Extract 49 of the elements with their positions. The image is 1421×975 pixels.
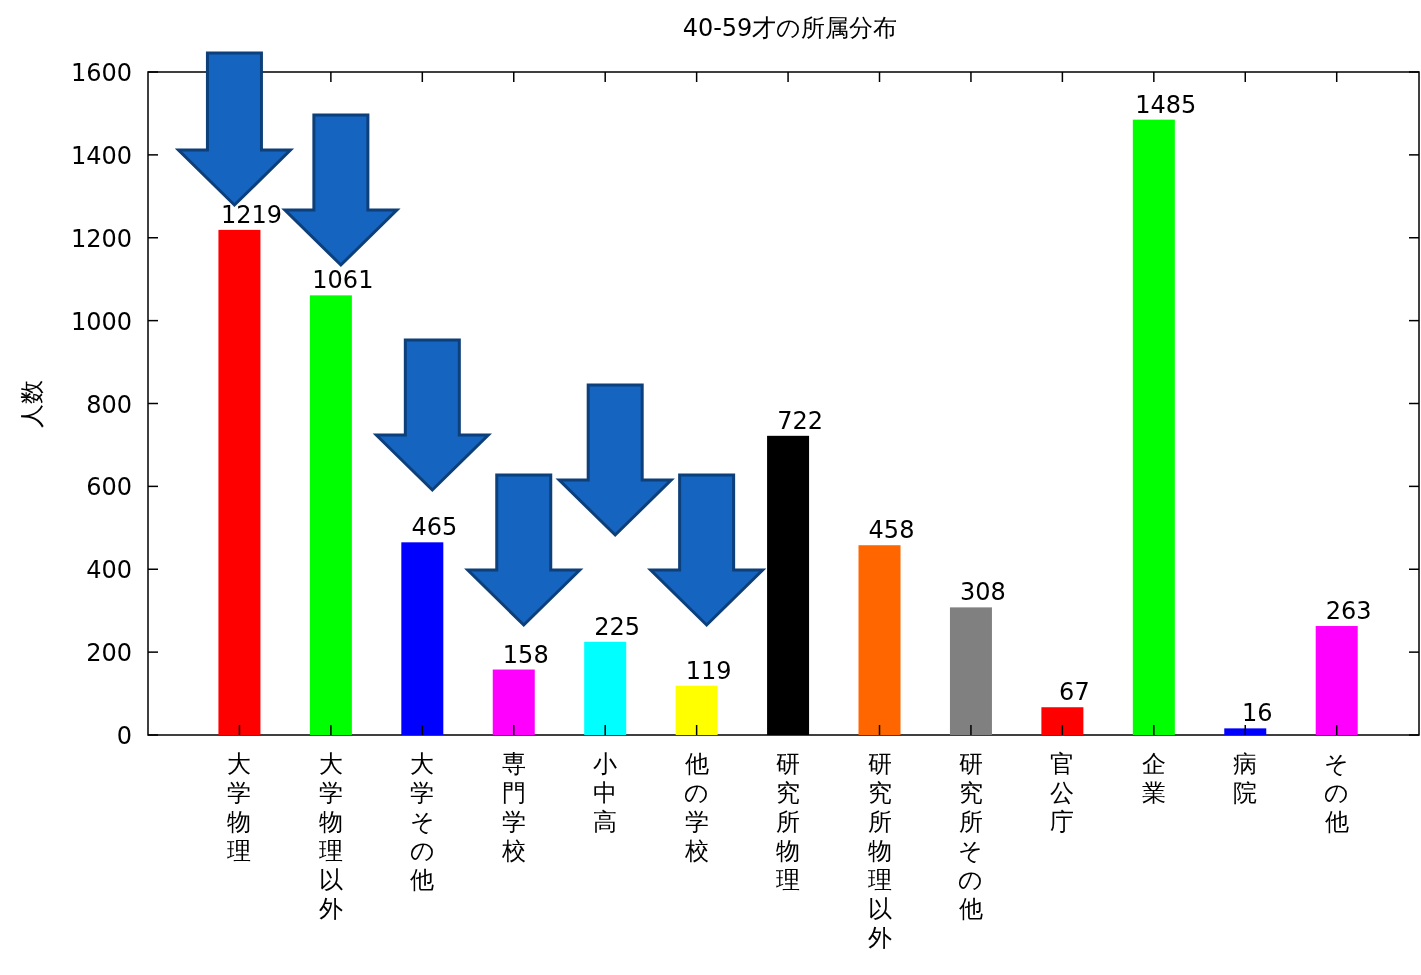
data-label: 16 bbox=[1241, 699, 1273, 728]
bar bbox=[675, 685, 718, 735]
x-tick-label: 研究所物理以外 bbox=[867, 750, 892, 952]
x-tick-label: 大学物理以外 bbox=[318, 750, 343, 923]
data-label: 67 bbox=[1059, 678, 1090, 707]
bar bbox=[218, 229, 261, 735]
data-label: 158 bbox=[502, 640, 549, 669]
y-axis-title: 人数 bbox=[18, 380, 46, 428]
data-label: 1485 bbox=[1135, 90, 1197, 119]
data-label: 1219 bbox=[220, 200, 282, 229]
x-tick-label: 小中高 bbox=[593, 750, 618, 836]
bar bbox=[492, 669, 535, 735]
x-tick-label: その他 bbox=[1324, 750, 1350, 836]
y-tick-label: 1400 bbox=[70, 141, 132, 170]
y-tick-label: 400 bbox=[86, 556, 132, 585]
y-tick-label: 1200 bbox=[70, 224, 132, 253]
x-tick-label: 大学その他 bbox=[409, 750, 435, 894]
x-tick-label: 研究所その他 bbox=[958, 750, 984, 923]
y-tick-label: 1000 bbox=[70, 307, 132, 336]
y-tick-label: 200 bbox=[86, 639, 132, 668]
data-label: 1061 bbox=[312, 266, 374, 295]
data-label: 458 bbox=[868, 516, 915, 545]
bar bbox=[858, 545, 901, 735]
data-label: 308 bbox=[960, 578, 1006, 607]
y-tick-label: 800 bbox=[86, 390, 132, 419]
x-tick-label: 他の学校 bbox=[683, 750, 710, 865]
x-tick-label: 病院 bbox=[1233, 750, 1258, 807]
bar bbox=[584, 641, 627, 735]
x-tick-label: 研究所物理 bbox=[776, 750, 801, 894]
chart-title: 40-59才の所属分布 bbox=[682, 14, 898, 42]
x-tick-label: 専門学校 bbox=[500, 750, 526, 865]
bar bbox=[309, 295, 352, 735]
bar bbox=[1041, 707, 1084, 735]
bar bbox=[401, 542, 444, 735]
x-tick-label: 官公庁 bbox=[1050, 750, 1075, 836]
bar bbox=[1224, 728, 1267, 735]
y-tick-label: 600 bbox=[86, 473, 132, 502]
data-label: 465 bbox=[411, 513, 458, 542]
data-label: 263 bbox=[1325, 597, 1372, 626]
bar bbox=[1315, 626, 1358, 735]
x-tick-label: 大学物理 bbox=[227, 750, 252, 865]
y-tick-label: 0 bbox=[116, 722, 132, 750]
bar bbox=[949, 607, 992, 735]
data-label: 225 bbox=[594, 612, 641, 641]
data-label: 119 bbox=[685, 656, 732, 685]
y-tick-label: 1600 bbox=[70, 59, 132, 87]
data-label: 722 bbox=[777, 406, 823, 435]
x-tick-label: 企業 bbox=[1141, 750, 1166, 807]
bar bbox=[1132, 119, 1175, 735]
